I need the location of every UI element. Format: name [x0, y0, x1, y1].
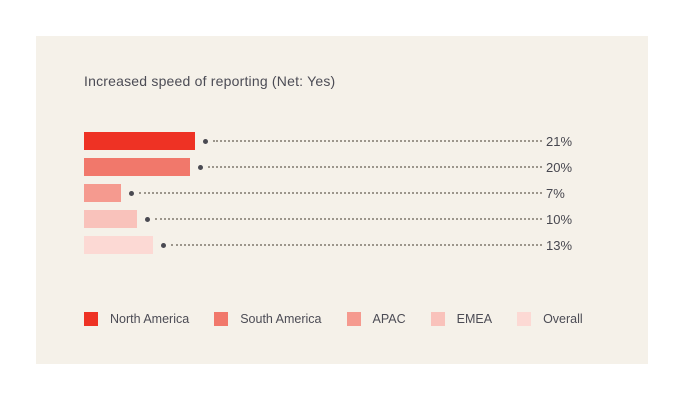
bar-row-emea: 10%	[84, 210, 582, 228]
bar-south-america[interactable]	[84, 158, 190, 176]
leader-dot-marker	[203, 138, 208, 144]
legend-item-apac[interactable]: APAC	[346, 312, 406, 326]
leader-dot-marker	[198, 164, 203, 170]
bar-north-america[interactable]	[84, 132, 195, 150]
value-label-apac: 7%	[546, 185, 565, 201]
value-label-north-america: 21%	[546, 133, 573, 149]
chart-legend: North America South America APAC EMEA Overal…	[84, 312, 583, 326]
legend-swatch-emea	[430, 312, 445, 326]
chart-card: Increased speed of reporting (Net: Yes) …	[36, 36, 648, 364]
leader-line	[208, 166, 542, 168]
legend-swatch-apac	[346, 312, 361, 326]
bar-row-south-america: 20%	[84, 158, 582, 176]
leader-dot-marker	[161, 242, 166, 248]
legend-item-north-america[interactable]: North America	[84, 312, 189, 326]
value-label-south-america: 20%	[546, 159, 573, 175]
leader-line	[171, 244, 542, 246]
legend-label-apac: APAC	[372, 312, 406, 326]
leader-dot-marker	[145, 216, 150, 222]
leader-line	[213, 140, 542, 142]
legend-item-emea[interactable]: EMEA	[430, 312, 493, 326]
legend-label-overall: Overall	[543, 312, 583, 326]
leader-dot-marker	[129, 190, 134, 196]
legend-item-south-america[interactable]: South America	[214, 312, 322, 326]
legend-swatch-south-america	[214, 312, 229, 326]
leader-line	[155, 218, 542, 220]
bar-rows: 21% 20% 7% 10% 13%	[84, 132, 582, 262]
legend-swatch-overall	[517, 312, 532, 326]
bar-apac[interactable]	[84, 184, 121, 202]
leader-line	[139, 192, 542, 194]
bar-row-apac: 7%	[84, 184, 582, 202]
bar-emea[interactable]	[84, 210, 137, 228]
legend-label-south-america: South America	[240, 312, 322, 326]
legend-label-emea: EMEA	[456, 312, 493, 326]
legend-swatch-north-america	[84, 312, 98, 326]
chart-title: Increased speed of reporting (Net: Yes)	[84, 73, 336, 89]
legend-item-overall[interactable]: Overall	[517, 312, 583, 326]
value-label-overall: 13%	[546, 237, 573, 253]
value-label-emea: 10%	[546, 211, 573, 227]
legend-label-north-america: North America	[110, 312, 190, 326]
bar-row-overall: 13%	[84, 236, 582, 254]
bar-overall[interactable]	[84, 236, 153, 254]
bar-row-north-america: 21%	[84, 132, 582, 150]
